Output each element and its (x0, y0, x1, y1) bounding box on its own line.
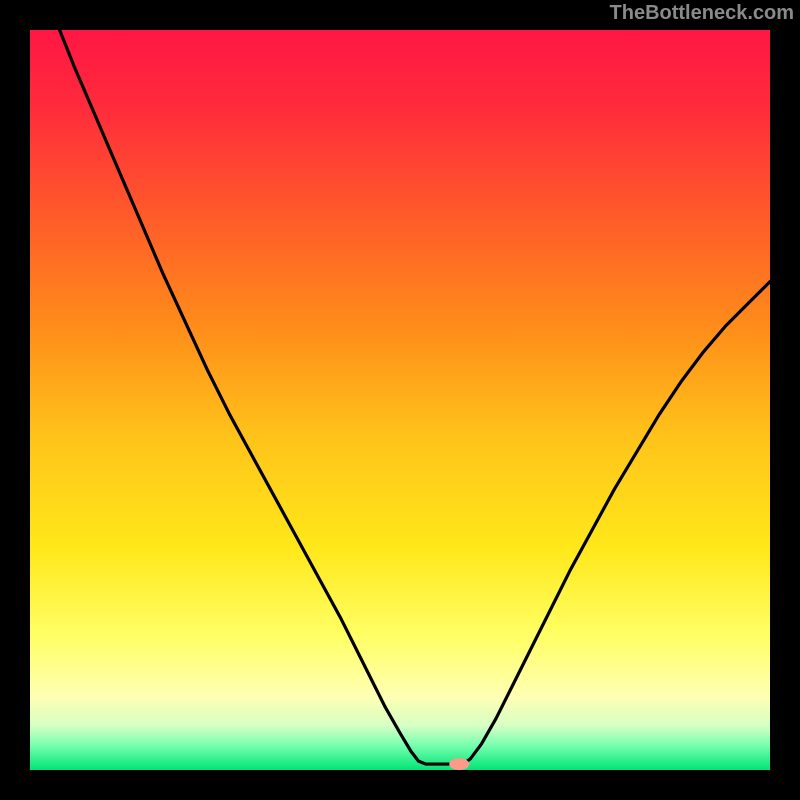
optimal-marker (449, 758, 469, 770)
bottleneck-chart (0, 0, 800, 800)
plot-background (30, 30, 770, 770)
chart-container: TheBottleneck.com (0, 0, 800, 800)
